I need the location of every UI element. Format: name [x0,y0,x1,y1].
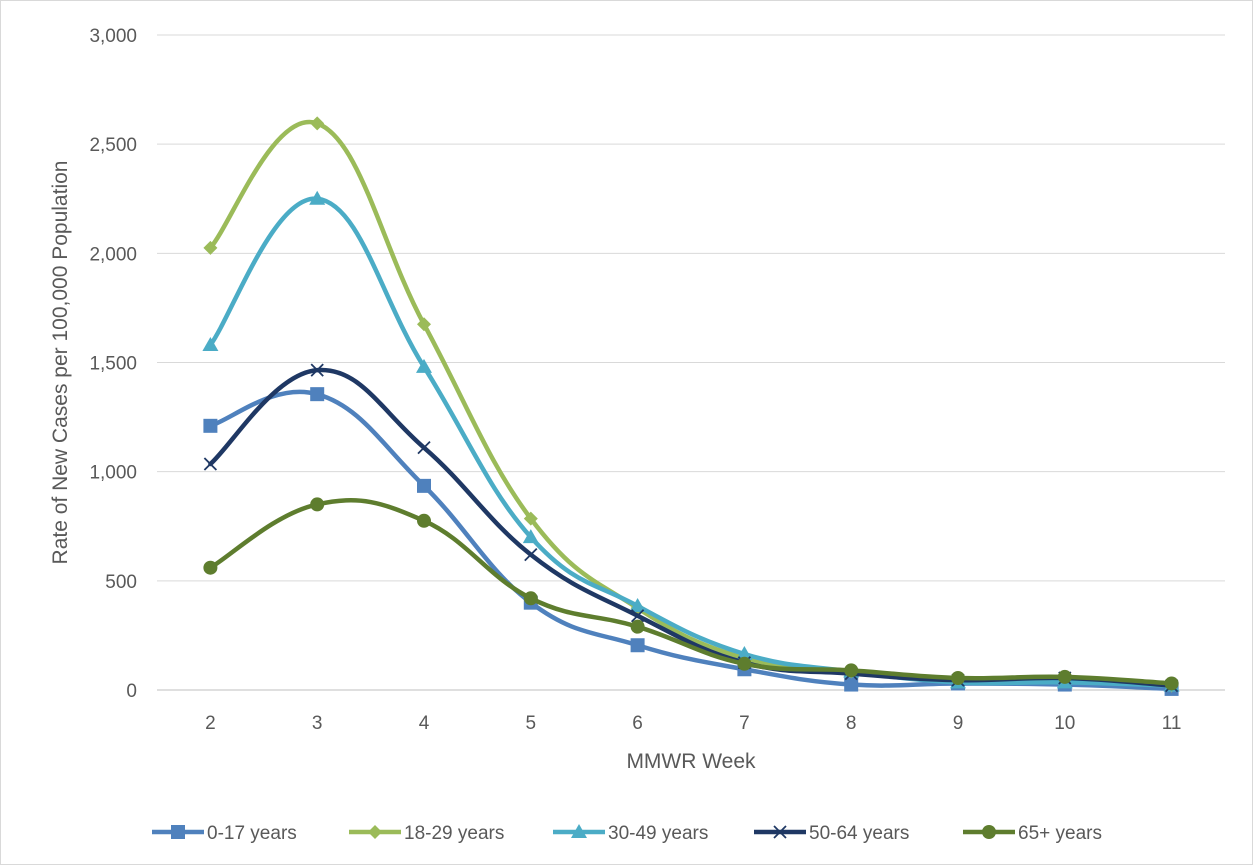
x-tick-label: 9 [953,713,964,734]
x-tick-label: 3 [312,713,323,734]
x-marker-stroke [310,363,324,377]
x-tick-label: 7 [739,713,750,734]
x-marker-stroke [417,441,431,455]
series-line [208,196,1174,688]
legend-item: 0-17 years [152,823,297,844]
x-tick-label: 4 [419,713,430,734]
data-point [203,418,218,433]
series-line [208,498,1174,686]
x-tick-label: 6 [632,713,643,734]
x-marker-stroke [524,547,538,562]
series-65-years [203,497,1179,691]
x-marker-stroke [203,457,218,471]
legend-label: 65+ years [1018,823,1102,844]
x-tick-label: 2 [205,713,216,734]
data-point [310,116,325,131]
data-point [630,638,645,653]
x-axis-title: MMWR Week [626,750,756,773]
legend-label: 18-29 years [404,823,504,844]
data-point [417,441,431,455]
series-0-17-years [203,387,1179,696]
data-point [202,337,219,352]
data-point [951,670,965,685]
legend-label: 0-17 years [207,823,297,844]
series-30-49-years [202,190,1180,692]
data-point [203,560,218,575]
x-tick-label: 10 [1054,713,1075,734]
series-line [208,119,1174,688]
data-point [310,363,324,377]
x-marker-stroke [773,825,787,839]
y-axis-title: Rate of New Cases per 100,000 Population [49,161,72,565]
legend-item: 30-49 years [553,823,708,844]
data-point [417,317,431,332]
data-point [310,387,325,402]
data-point [844,663,859,678]
data-point [417,478,431,493]
y-axis-tick-labels: 0 500 1,000 1,500 2,000 2,500 3,000 [89,26,137,702]
data-point [524,547,538,562]
x-tick-label: 11 [1162,713,1182,734]
x-axis-tick-labels: 2 3 4 5 6 7 8 9 10 11 [205,713,1181,734]
legend-marker [368,825,382,839]
y-tick-label: 3,000 [89,26,137,47]
data-point [310,497,325,512]
y-tick-label: 2,500 [89,135,137,156]
data-point [203,240,218,255]
legend-item: 50-64 years [754,823,909,844]
data-point [523,511,538,526]
data-point [203,457,218,471]
data-point [630,609,645,623]
legend: 0-17 years 18-29 years 30-49 years 50-64 ye… [152,823,1102,844]
data-point [417,513,431,528]
legend-marker [773,825,787,839]
legend-marker [171,825,185,839]
data-point [844,677,859,692]
x-tick-label: 5 [526,713,537,734]
data-point [629,597,646,612]
data-point [416,358,432,373]
data-point [1057,669,1072,684]
legend-marker [571,824,587,838]
series-layer [202,116,1180,696]
data-point [630,619,645,634]
legend-label: 30-49 years [608,823,708,844]
y-tick-label: 2,000 [89,244,137,265]
x-marker-stroke [630,609,645,623]
y-tick-label: 500 [105,572,137,593]
series-18-29-years [203,116,1179,693]
data-point [309,190,326,205]
data-point [736,645,753,660]
gridlines [157,34,1225,691]
y-tick-label: 1,000 [89,463,137,484]
data-point [523,591,538,606]
data-point [522,529,539,544]
legend-marker [982,825,996,839]
data-point [737,656,752,671]
legend-label: 50-64 years [809,823,909,844]
data-point [1164,676,1179,691]
legend-item: 65+ years [963,823,1102,844]
y-tick-label: 1,500 [89,354,137,375]
x-tick-label: 8 [846,713,857,734]
legend-item: 18-29 years [349,823,504,844]
y-tick-label: 0 [126,681,137,702]
